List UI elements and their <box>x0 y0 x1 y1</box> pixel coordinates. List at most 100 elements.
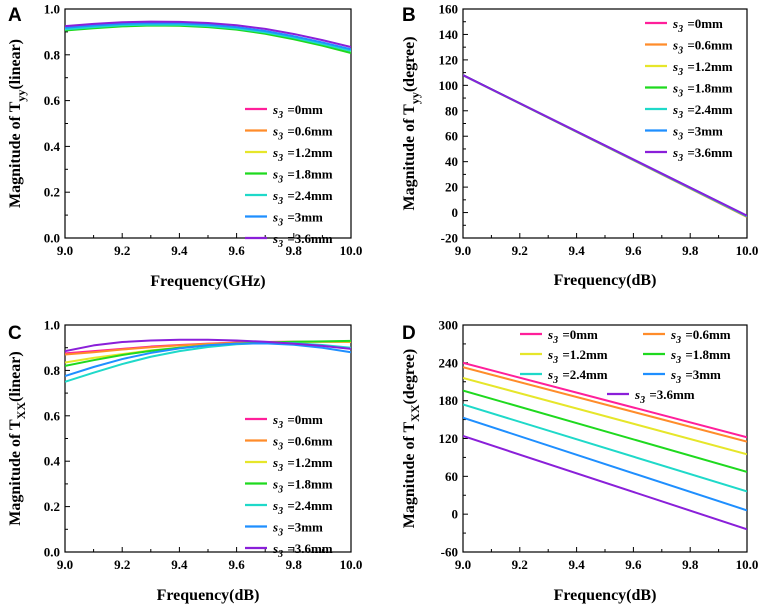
x-tick-label: 9.8 <box>682 557 699 572</box>
panel-c: C 9.0 9.2 9.4 9.6 9.8 10.0 0.0 0.2 0.4 0.6 0.8 1.0 Fr… <box>7 318 362 605</box>
y-axis-label-sub: XX <box>408 404 422 422</box>
legend-value: =1.8mm <box>284 477 333 492</box>
legend-subscript: 3 <box>277 549 283 560</box>
x-tick-label: 9.4 <box>171 557 188 572</box>
legend-value: =0.6mm <box>284 124 333 139</box>
x-tick-label: 9.6 <box>228 243 245 258</box>
legend-subscript: 3 <box>552 355 558 366</box>
series-line-4 <box>65 24 351 54</box>
y-axis-label-tail: (linear) <box>7 351 24 402</box>
y-axis-label-main: Magnitude of T <box>7 419 24 526</box>
series-group <box>463 74 747 218</box>
y-tick-label: 0.4 <box>44 454 61 469</box>
y-tick-label: 1.0 <box>44 318 60 333</box>
legend-entry: s3 =1.8mm <box>272 477 333 496</box>
legend-value: =1.2mm <box>684 59 733 74</box>
legend-symbol: s <box>672 16 678 31</box>
legend-subscript: 3 <box>277 485 283 496</box>
legend-subscript: 3 <box>277 463 283 474</box>
y-axis-label: Magnitude of TXX(linear) <box>7 351 28 525</box>
x-tick-label: 9.4 <box>568 243 585 258</box>
legend-symbol: s <box>547 347 553 362</box>
legend-entry: s3 =1.2mm <box>272 145 333 164</box>
legend-value: =1.2mm <box>284 455 333 470</box>
y-axis-label-tail: (linear) <box>7 39 24 90</box>
legend-symbol: s <box>670 347 676 362</box>
panel-d: D 9.0 9.2 9.4 9.6 9.8 10.0 -60 0 60 120 180 240 300 Fr… <box>401 318 758 605</box>
series-line-6 <box>463 416 747 512</box>
legend-subscript: 3 <box>552 375 558 386</box>
legend-value: =3.6mm <box>684 145 733 160</box>
legend-subscript: 3 <box>277 175 283 186</box>
y-tick-label: 0.8 <box>44 363 61 378</box>
legend-value: =0.6mm <box>682 327 731 342</box>
series-line-2 <box>463 366 747 443</box>
legend-subscript: 3 <box>277 132 283 143</box>
legend-entry: s3 =0.6mm <box>672 38 733 57</box>
legend-symbol: s <box>272 210 278 225</box>
x-tick-label: 9.2 <box>114 557 130 572</box>
panel-letter: A <box>8 5 22 26</box>
legend-entry: s3 =2.4mm <box>272 188 333 207</box>
x-tick-label: 9.8 <box>682 243 699 258</box>
legend-subscript: 3 <box>677 24 683 35</box>
legend-symbol: s <box>272 167 278 182</box>
series-line-1 <box>463 361 747 439</box>
y-axis-label-tail: (degree) <box>401 349 418 405</box>
x-axis-label: Frequency(dB) <box>157 587 260 604</box>
panel-letter: D <box>402 323 416 344</box>
legend-value: =2.4mm <box>559 367 608 382</box>
y-tick-label: 0.8 <box>44 47 61 62</box>
y-tick-label: 1.0 <box>44 2 60 17</box>
legend-entry: s3 =3mm <box>272 210 323 229</box>
legend-symbol: s <box>272 455 278 470</box>
legend-value: =3.6mm <box>646 387 695 402</box>
y-tick-label: 0.6 <box>44 93 61 108</box>
y-axis-label-main: Magnitude of T <box>401 421 418 528</box>
legend-subscript: 3 <box>677 46 683 57</box>
series-group <box>65 338 351 383</box>
x-tick-label: 9.8 <box>286 243 303 258</box>
series-line-7 <box>65 338 351 353</box>
legend-value: =0mm <box>559 327 598 342</box>
y-tick-label: 300 <box>439 318 459 333</box>
legend-value: =1.2mm <box>559 347 608 362</box>
y-tick-label: 100 <box>439 78 459 93</box>
legend-subscript: 3 <box>277 218 283 229</box>
legend-symbol: s <box>272 231 278 246</box>
legend-value: =1.2mm <box>284 145 333 160</box>
legend-entry: s3 =1.8mm <box>272 167 333 186</box>
legend-entry: s3 =0mm <box>672 16 723 35</box>
legend-value: =3.6mm <box>284 231 333 246</box>
x-axis-label: Frequency(dB) <box>554 587 657 604</box>
x-tick-label: 9.2 <box>512 557 528 572</box>
legend-entry: s3 =0.6mm <box>272 434 333 453</box>
y-tick-label: 80 <box>445 103 458 118</box>
legend-value: =0mm <box>684 16 723 31</box>
y-axis-label-sub: yy <box>14 90 28 102</box>
y-tick-label: 60 <box>445 129 458 144</box>
legend-subscript: 3 <box>675 335 681 346</box>
y-axis-label-sub: XX <box>14 402 28 420</box>
legend-subscript: 3 <box>277 442 283 453</box>
y-tick-label: 160 <box>439 2 459 17</box>
x-tick-label: 9.0 <box>57 243 73 258</box>
legend-subscript: 3 <box>677 89 683 100</box>
x-tick-label: 9.4 <box>568 557 585 572</box>
legend-entry: s3 =1.2mm <box>672 59 733 78</box>
y-tick-label: 240 <box>439 355 459 370</box>
legend-entry: s3 =2.4mm <box>672 102 733 121</box>
legend-symbol: s <box>272 124 278 139</box>
y-tick-label: 0 <box>452 205 459 220</box>
series-line-5 <box>463 403 747 493</box>
legend-subscript: 3 <box>677 132 683 143</box>
legend-entry: s3 =2.4mm <box>547 367 608 386</box>
legend-symbol: s <box>272 520 278 535</box>
legend-subscript: 3 <box>277 153 283 164</box>
legend-value: =3mm <box>284 210 323 225</box>
y-tick-label: 40 <box>445 154 458 169</box>
legend-value: =0.6mm <box>284 434 333 449</box>
